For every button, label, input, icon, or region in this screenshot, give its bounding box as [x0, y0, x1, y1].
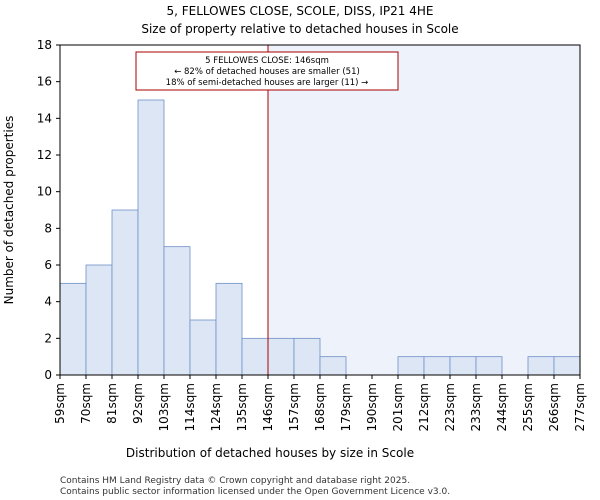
bar-114sqm	[189, 319, 217, 376]
x-tick-label: 92sqm	[131, 383, 145, 424]
bars-group	[59, 99, 581, 376]
x-axis-label: Distribution of detached houses by size …	[126, 446, 414, 460]
footer-line-2: Contains public sector information licen…	[60, 487, 450, 497]
x-tick-label: 135sqm	[235, 383, 249, 431]
x-tick-label: 179sqm	[339, 383, 353, 431]
x-tick-label: 244sqm	[495, 383, 509, 431]
y-tick-label: 0	[44, 368, 52, 382]
x-tick-label: 212sqm	[417, 383, 431, 431]
bar-70sqm	[85, 264, 113, 376]
bar-124sqm	[215, 282, 243, 376]
y-tick-label: 2	[44, 331, 52, 345]
y-tick-label: 18	[37, 38, 52, 52]
bar-201sqm	[397, 356, 425, 376]
bar-81sqm	[111, 209, 139, 376]
bar-59sqm	[59, 282, 87, 376]
y-tick-label: 14	[37, 111, 52, 125]
x-tick-label: 277sqm	[573, 383, 587, 431]
y-tick-label: 4	[44, 295, 52, 309]
y-tick-label: 6	[44, 258, 52, 272]
y-tick-label: 8	[44, 221, 52, 235]
annotation-line-1: 5 FELLOWES CLOSE: 146sqm	[205, 56, 329, 66]
x-tick-label: 124sqm	[209, 383, 223, 431]
annotation-line-3: 18% of semi-detached houses are larger (…	[166, 78, 369, 88]
highlight-region	[268, 45, 580, 375]
bar-233sqm	[475, 356, 503, 376]
y-axis: 0 2 4 6 8 10 12 14 16 18	[37, 38, 60, 382]
chart-title: 5, FELLOWES CLOSE, SCOLE, DISS, IP21 4HE	[166, 4, 433, 18]
bar-168sqm	[319, 356, 347, 376]
x-tick-label: 266sqm	[547, 383, 561, 431]
x-tick-label: 81sqm	[105, 383, 119, 424]
y-axis-label: Number of detached properties	[2, 116, 16, 305]
x-tick-label: 70sqm	[79, 383, 93, 424]
annotation-box: 5 FELLOWES CLOSE: 146sqm ← 82% of detach…	[135, 51, 399, 91]
bar-146sqm	[267, 337, 295, 376]
x-tick-label: 233sqm	[469, 383, 483, 431]
annotation-line-2: ← 82% of detached houses are smaller (51…	[174, 67, 360, 77]
x-tick-label: 157sqm	[287, 383, 301, 431]
footer-line-1: Contains HM Land Registry data © Crown c…	[60, 476, 410, 486]
x-tick-label: 146sqm	[261, 383, 275, 431]
x-axis: 59sqm 70sqm 81sqm 92sqm 103sqm 114sqm 124sqm 13…	[53, 375, 587, 431]
x-tick-label: 59sqm	[53, 383, 67, 424]
bar-255sqm	[527, 356, 555, 376]
y-tick-label: 10	[37, 185, 52, 199]
bar-103sqm	[163, 246, 191, 376]
bar-212sqm	[423, 356, 451, 376]
y-tick-label: 16	[37, 75, 52, 89]
x-tick-label: 255sqm	[521, 383, 535, 431]
x-tick-label: 190sqm	[365, 383, 379, 431]
x-tick-label: 223sqm	[443, 383, 457, 431]
bar-92sqm	[137, 99, 165, 376]
annotation-frame	[135, 51, 399, 91]
bar-266sqm	[553, 356, 581, 376]
x-tick-label: 114sqm	[183, 383, 197, 431]
chart-subtitle: Size of property relative to detached ho…	[141, 22, 458, 36]
bar-135sqm	[241, 337, 269, 376]
x-tick-label: 201sqm	[391, 383, 405, 431]
bar-223sqm	[449, 356, 477, 376]
bar-157sqm	[293, 337, 321, 376]
y-tick-label: 12	[37, 148, 52, 162]
x-tick-label: 168sqm	[313, 383, 327, 431]
x-tick-label: 103sqm	[157, 383, 171, 431]
